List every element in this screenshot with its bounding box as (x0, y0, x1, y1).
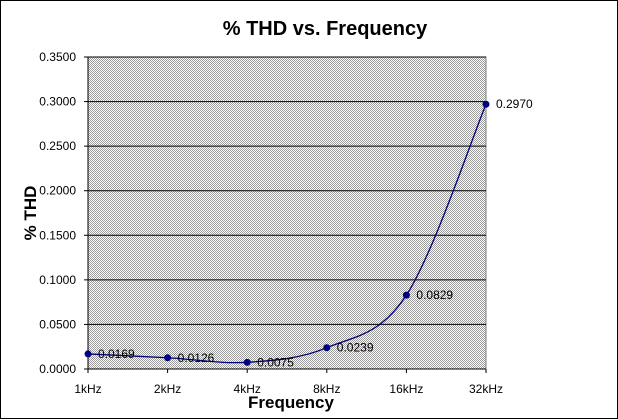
x-tick-labels: 1kHz 2kHz 4kHz 8kHz 16kHz 32kHz (74, 382, 503, 396)
data-point (323, 344, 331, 352)
y-tick-label: 0.0500 (39, 317, 76, 331)
chart-title: % THD vs. Frequency (223, 18, 428, 40)
x-tick-label: 4kHz (234, 382, 261, 396)
x-tick-label: 16kHz (389, 382, 423, 396)
y-tick-label: 0.1000 (39, 273, 76, 287)
x-tick-label: 2kHz (154, 382, 181, 396)
x-tick-label: 32kHz (469, 382, 503, 396)
data-label: 0.2970 (496, 97, 533, 111)
y-tick-labels: 0.0000 0.0500 0.1000 0.1500 0.2000 0.2500 0.30… (39, 50, 76, 376)
y-tick-label: 0.2000 (39, 184, 76, 198)
data-label-layer: 0.0169 0.0126 0.0075 0.0239 0.0829 0.2970 (98, 97, 533, 369)
x-tick-label: 8kHz (313, 382, 340, 396)
data-label: 0.0075 (257, 355, 294, 369)
y-tick-label: 0.0000 (39, 362, 76, 376)
data-point (402, 291, 410, 299)
y-tick-label: 0.2500 (39, 139, 76, 153)
data-label: 0.0169 (98, 347, 135, 361)
data-point (164, 354, 172, 362)
data-point (243, 358, 251, 366)
data-point (482, 100, 490, 108)
series-layer (84, 100, 490, 366)
y-tick-label: 0.3000 (39, 95, 76, 109)
y-tick-label: 0.3500 (39, 50, 76, 64)
plot-area (87, 56, 487, 370)
data-point (84, 350, 92, 358)
y-tick-label: 0.1500 (39, 228, 76, 242)
y-axis-title: % THD (21, 186, 40, 241)
x-tick-label: 1kHz (74, 382, 101, 396)
grid-lines (84, 56, 487, 373)
data-label: 0.0829 (416, 288, 453, 302)
x-axis-title: Frequency (248, 393, 335, 412)
data-label: 0.0239 (337, 341, 374, 355)
data-label: 0.0126 (178, 351, 215, 365)
